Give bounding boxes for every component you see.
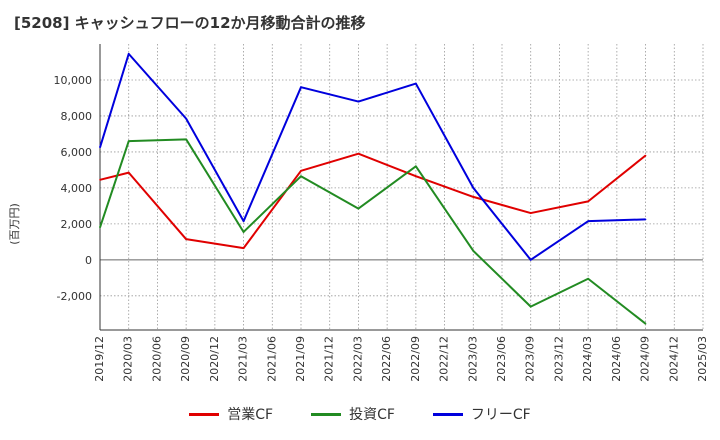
data-point [415,82,417,85]
x-tick-label: 2020/12 [208,336,221,382]
y-tick-label: 2,000 [61,218,93,231]
data-point [242,220,245,222]
legend-item: 投資CF [311,404,395,424]
data-point [529,259,532,261]
y-tick-label: 10,000 [54,74,93,87]
x-tick-label: 2021/03 [237,336,250,382]
legend-item: 営業CF [189,404,273,424]
data-point [99,179,101,181]
chart-title: [5208] キャッシュフローの12か月移動合計の推移 [14,14,366,32]
x-tick-label: 2022/06 [380,336,393,382]
x-tick-label: 2024/09 [639,336,652,382]
x-tick-label: 2020/09 [179,336,192,382]
data-point [185,138,187,141]
data-point [644,154,647,157]
x-tick-label: 2023/03 [466,336,479,382]
data-point [357,152,360,155]
y-tick-label: 0 [85,254,92,267]
x-tick-label: 2021/06 [265,336,278,382]
x-tick-label: 2022/03 [351,336,364,382]
y-tick-label: -2,000 [57,290,92,303]
data-point [300,175,302,178]
y-tick-label: 4,000 [61,182,93,195]
x-tick-label: 2025/03 [696,336,709,382]
series-line [99,152,647,250]
y-tick-label: 8,000 [61,110,93,123]
x-tick-label: 2022/12 [438,336,451,382]
data-point [644,218,647,221]
x-tick-label: 2022/09 [409,336,422,382]
data-point [242,247,245,249]
x-tick-label: 2023/09 [524,336,537,382]
data-point [242,231,245,233]
data-point [415,165,417,168]
x-tick-label: 2021/12 [323,336,336,382]
data-point [99,226,101,229]
data-point [472,196,475,198]
series-lines [99,52,647,325]
x-tick-label: 2023/06 [495,336,508,382]
legend-label: フリーCF [470,407,531,423]
legend-item: フリーCF [432,404,531,424]
legend-label: 投資CF [349,407,395,423]
data-point [357,207,360,210]
y-tick-label: 6,000 [61,146,93,159]
data-point [472,187,475,189]
data-point [472,250,475,252]
data-point [185,117,187,120]
x-tick-label: 2020/03 [122,336,135,382]
x-tick-label: 2021/09 [294,336,307,382]
data-point [99,146,101,149]
legend: 営業CF 投資CF フリーCF [0,404,720,424]
y-tick-labels: -2,000 0 2,000 4,000 6,000 8,000 10,000 [54,74,93,303]
x-tick-label: 2019/12 [93,336,106,382]
data-point [644,322,647,325]
data-point [300,170,302,172]
grid [99,44,704,330]
data-point [127,140,130,142]
x-tick-label: 2023/12 [552,336,565,382]
data-point [587,277,589,280]
data-point [587,220,589,222]
data-point [185,238,187,240]
axes [99,44,703,331]
x-tick-label: 2024/12 [667,336,680,382]
legend-swatch [189,412,220,416]
data-point [300,86,302,88]
x-tick-label: 2024/03 [581,336,594,382]
series-line [99,52,646,261]
legend-swatch [432,412,463,416]
data-point [127,53,130,55]
data-point [529,305,532,308]
x-tick-label: 2024/06 [610,336,623,382]
data-point [357,100,360,103]
x-tick-labels: 2019/12 2020/03 2020/06 2020/09 2020/12 2021/… [93,336,709,382]
legend-swatch [311,412,342,416]
data-point [127,171,130,174]
legend-label: 営業CF [227,407,274,423]
data-point [415,175,417,178]
data-point [529,212,532,214]
x-tick-label: 2020/06 [150,336,163,382]
data-point [587,200,589,203]
